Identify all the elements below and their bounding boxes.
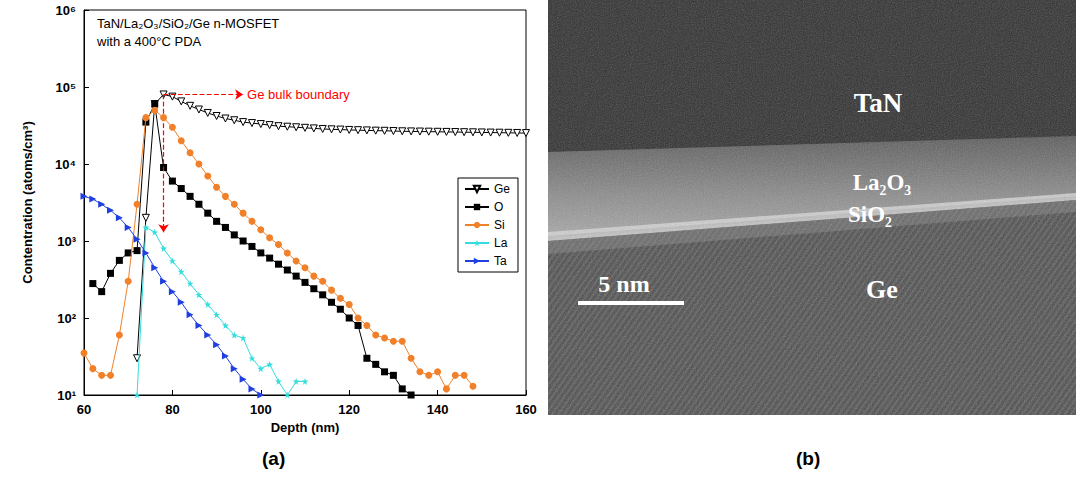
svg-text:Ge bulk boundary: Ge bulk boundary: [247, 87, 350, 102]
svg-text:160: 160: [515, 402, 537, 417]
svg-text:10⁵: 10⁵: [55, 80, 76, 95]
svg-text:La: La: [494, 236, 508, 250]
svg-text:SiO₂: SiO₂: [848, 202, 892, 227]
svg-text:10²: 10²: [57, 311, 76, 326]
svg-text:140: 140: [427, 402, 449, 417]
svg-text:10³: 10³: [57, 234, 76, 249]
svg-text:10⁴: 10⁴: [55, 157, 76, 172]
svg-text:Ge: Ge: [494, 182, 510, 196]
svg-text:120: 120: [338, 402, 360, 417]
svg-text:Depth (nm): Depth (nm): [271, 420, 340, 435]
html-text:(a): (a): [262, 448, 286, 469]
svg-text:10¹: 10¹: [57, 388, 76, 403]
svg-text:Si: Si: [494, 218, 505, 232]
html-text:(b): (b): [796, 448, 821, 469]
svg-text:60: 60: [77, 402, 91, 417]
svg-text:Ta: Ta: [494, 254, 507, 268]
svg-text:100: 100: [250, 402, 272, 417]
svg-text:TaN/La₂O₃/SiO₂/Ge n-MOSFET: TaN/La₂O₃/SiO₂/Ge n-MOSFET: [97, 16, 279, 31]
svg-text:10⁶: 10⁶: [56, 3, 76, 18]
svg-text:5 nm: 5 nm: [598, 271, 649, 297]
svg-text:Ge: Ge: [866, 275, 898, 304]
svg-text:80: 80: [165, 402, 179, 417]
svg-text:O: O: [494, 200, 503, 214]
svg-text:Contentration (atoms/cm³): Contentration (atoms/cm³): [20, 121, 35, 284]
svg-text:La₂O₃: La₂O₃: [853, 170, 912, 195]
svg-text:with a 400°C PDA: with a 400°C PDA: [96, 34, 202, 49]
svg-text:TaN: TaN: [854, 88, 903, 118]
